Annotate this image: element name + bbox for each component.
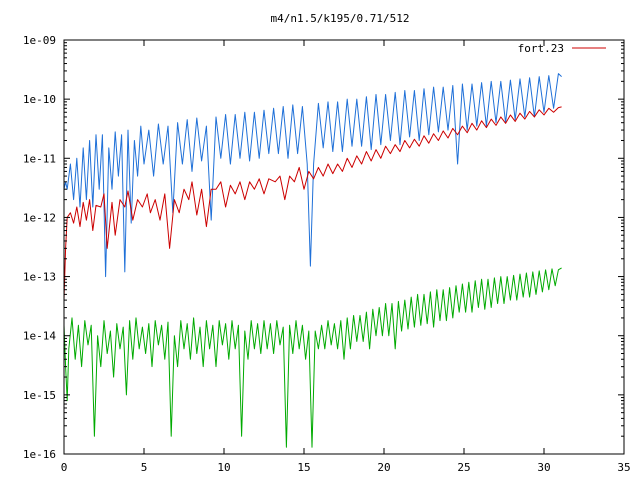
y-tick-label: 1e-16 <box>23 448 56 461</box>
x-tick-label: 15 <box>297 461 310 474</box>
y-tick-label: 1e-15 <box>23 389 56 402</box>
x-tick-label: 35 <box>617 461 630 474</box>
x-tick-label: 10 <box>217 461 230 474</box>
plot-lines <box>63 73 562 448</box>
legend: fort.23 <box>518 42 606 55</box>
axes: 0 5 10 15 20 25 30 35 1e-16 1e-15 1e-14 1e-13 1e-12 1… <box>23 34 631 474</box>
plot-frame <box>63 39 625 455</box>
x-tick-label: 0 <box>61 461 68 474</box>
series-line-2 <box>63 73 562 278</box>
x-tick-label: 25 <box>457 461 470 474</box>
y-tick-label: 1e-12 <box>23 211 56 224</box>
y-tick-label: 1e-09 <box>23 34 56 47</box>
series-line-1 <box>63 106 562 301</box>
y-tick-label: 1e-10 <box>23 93 56 106</box>
chart-title: m4/n1.5/k195/0.71/512 <box>270 12 409 25</box>
x-tick-label: 20 <box>377 461 390 474</box>
x-tick-label: 5 <box>141 461 148 474</box>
y-tick-label: 1e-13 <box>23 271 56 284</box>
legend-label-fort-23: fort.23 <box>518 42 564 55</box>
x-tick-label: 30 <box>537 461 550 474</box>
y-tick-label: 1e-14 <box>23 330 56 343</box>
series-line-3 <box>63 267 562 448</box>
y-tick-label: 1e-11 <box>23 152 56 165</box>
